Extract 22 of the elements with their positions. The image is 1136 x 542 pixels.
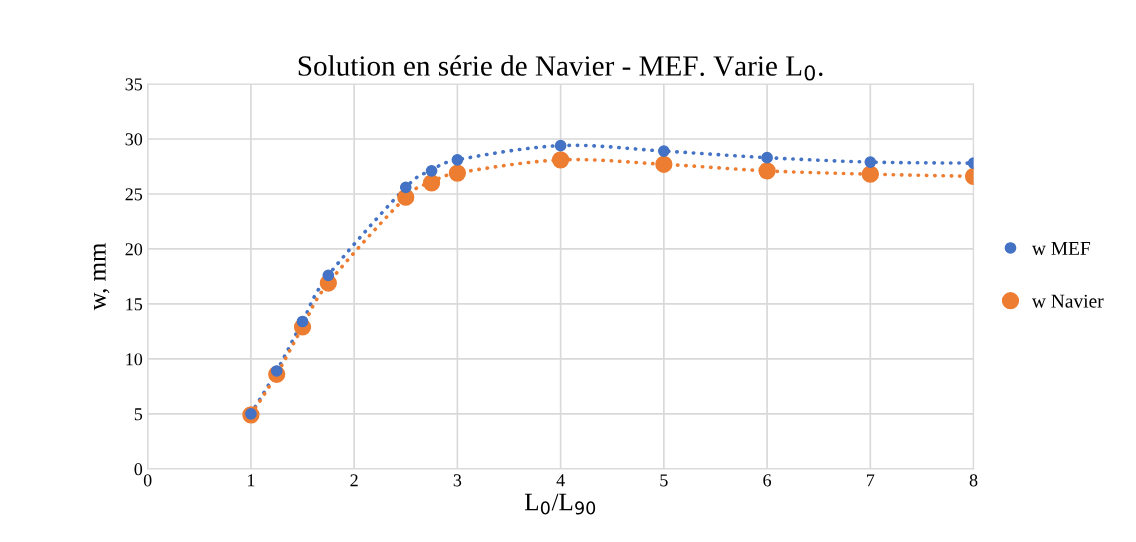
y-tick-label: 0 — [134, 463, 143, 476]
y-axis-title: w, mm — [93, 242, 110, 311]
x-tick-label: 2 — [350, 474, 358, 487]
x-axis-title: L$_{0}$/L$_{90}$ — [524, 493, 596, 515]
y-tick-label: 25 — [125, 188, 143, 201]
x-tick-label: 5 — [660, 474, 668, 487]
y-tick-label: 10 — [126, 353, 143, 366]
x-tick-label: 8 — [969, 474, 978, 487]
x-tick-label: 0 — [143, 474, 152, 487]
y-tick-label: 35 — [125, 78, 143, 91]
x-tick-label: 1 — [247, 474, 255, 487]
x-tick-label: 6 — [763, 474, 772, 487]
y-tick-label: 30 — [125, 133, 143, 146]
y-tick-label: 15 — [126, 298, 143, 311]
chart-title: Solution en série de Navier - MEF. Varie L$_{0}$. — [298, 55, 823, 81]
y-tick-label: 20 — [125, 243, 143, 256]
legend-label: w Navier — [1031, 294, 1104, 308]
x-tick-label: 3 — [453, 474, 462, 487]
x-tick-label: 4 — [556, 474, 565, 487]
x-tick-label: 7 — [866, 474, 875, 487]
y-tick-label: 5 — [134, 408, 143, 421]
legend-label: w MEF — [1031, 242, 1091, 255]
